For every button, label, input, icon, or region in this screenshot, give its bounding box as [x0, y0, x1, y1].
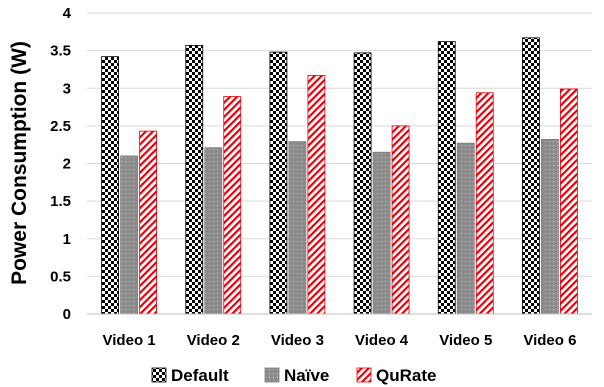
bar-nave-3	[288, 141, 307, 315]
y-axis-label: Power Consumption (W)	[8, 41, 31, 285]
y-tick-label: 3.5	[50, 43, 71, 60]
bar-qurate-3	[307, 75, 326, 315]
x-tick-label: Video 2	[187, 332, 240, 349]
bar-default-5	[437, 41, 456, 315]
bar-default-6	[522, 37, 540, 315]
legend-swatch-2	[264, 367, 280, 383]
bar-default-4	[353, 52, 372, 315]
legend-label-2: Naïve	[284, 366, 329, 385]
legend-label-3: QuRate	[376, 366, 436, 385]
y-tick-label: 0	[63, 306, 71, 323]
bar-nave-2	[204, 147, 223, 315]
bar-qurate-2	[223, 96, 242, 315]
bar-default-1	[101, 56, 119, 315]
x-tick-label: Video 6	[523, 332, 576, 349]
bar-qurate-5	[475, 92, 494, 315]
bars	[101, 37, 578, 315]
legend: Default Naïve QuRate	[151, 366, 436, 385]
legend-swatch-3	[356, 367, 372, 383]
bar-nave-5	[456, 142, 475, 315]
x-tick-label: Video 3	[271, 332, 324, 349]
y-tick-label: 3	[63, 80, 71, 97]
y-tick-label: 4	[63, 5, 72, 22]
legend-label-1: Default	[171, 366, 229, 385]
bar-nave-6	[541, 139, 559, 315]
y-tick-label: 2.5	[50, 118, 71, 135]
x-tick-label: Video 1	[103, 332, 156, 349]
y-tick-label: 0.5	[50, 268, 71, 285]
legend-swatch-1	[151, 367, 167, 383]
bar-qurate-4	[391, 125, 410, 315]
x-axis-ticks: Video 1 Video 2 Video 3 Video 4 Video 5 Video…	[103, 332, 577, 349]
gridlines	[87, 12, 592, 277]
bar-qurate-1	[139, 130, 157, 315]
y-tick-label: 1	[63, 231, 71, 248]
bar-default-2	[185, 44, 204, 315]
bar-nave-4	[372, 151, 391, 315]
bar-default-3	[269, 51, 288, 315]
y-axis-ticks: 0 0.5 1 1.5 2 2.5 3 3.5 4	[50, 5, 72, 323]
bar-nave-1	[120, 155, 138, 315]
bar-qurate-6	[560, 88, 578, 315]
y-tick-label: 1.5	[50, 193, 71, 210]
x-tick-label: Video 5	[439, 332, 492, 349]
y-tick-label: 2	[63, 156, 71, 173]
x-tick-label: Video 4	[355, 332, 409, 349]
